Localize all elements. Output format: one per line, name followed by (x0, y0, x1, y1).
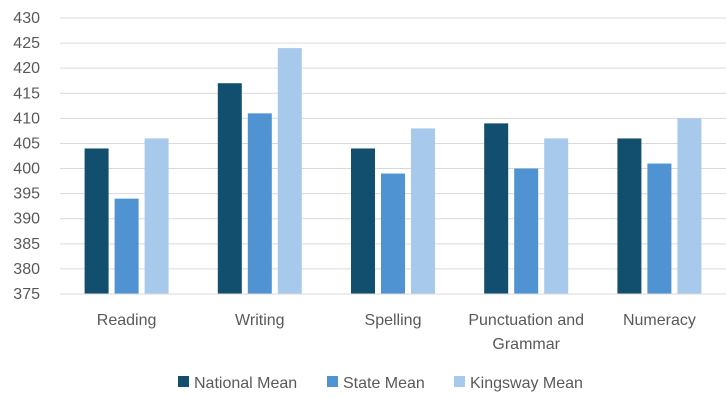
y-tick-label: 420 (13, 60, 40, 77)
bar-state-mean (114, 198, 139, 294)
bar-national-mean (84, 148, 109, 294)
y-tick-label: 405 (13, 135, 40, 152)
y-tick-label: 415 (13, 85, 40, 102)
legend-label: Kingsway Mean (470, 375, 583, 392)
x-axis-category-labels: Reading Writing Spelling Punctuation and Gra… (97, 312, 696, 353)
bar-state-mean (514, 168, 539, 294)
bar-national-mean (351, 148, 375, 294)
y-tick-label: 390 (13, 211, 40, 228)
bar-kingsway-mean (544, 138, 569, 294)
bar-national-mean (617, 138, 642, 294)
gridlines (60, 17, 726, 270)
y-tick-label: 430 (13, 10, 40, 27)
y-tick-label: 375 (13, 286, 40, 303)
legend-swatch (327, 376, 338, 387)
legend-swatch (454, 376, 465, 387)
x-category-label: Reading (97, 312, 157, 329)
y-tick-label: 395 (13, 186, 40, 203)
legend-label: State Mean (343, 375, 425, 392)
y-tick-label: 410 (13, 110, 40, 127)
legend-swatch (178, 376, 189, 387)
y-tick-label: 425 (13, 35, 40, 52)
x-category-label: Writing (235, 312, 285, 329)
bars (84, 48, 702, 295)
y-tick-label: 385 (13, 236, 40, 253)
bar-state-mean (381, 173, 405, 294)
bar-state-mean (247, 113, 272, 294)
y-tick-label: 380 (13, 261, 40, 278)
y-tick-label: 400 (13, 161, 40, 178)
bar-national-mean (217, 83, 242, 295)
y-axis-tick-labels: 375 380 385 390 395 400 405 410 415 420 425 430 (13, 10, 40, 303)
bar-kingsway-mean (144, 138, 169, 294)
x-category-label: Numeracy (623, 312, 696, 329)
x-category-label: Grammar (492, 336, 560, 353)
bar-kingsway-mean (677, 118, 702, 294)
bar-state-mean (647, 163, 672, 294)
legend-label: National Mean (194, 375, 297, 392)
bar-national-mean (484, 123, 509, 294)
legend: National Mean State Mean Kingsway Mean (178, 375, 583, 392)
bar-kingsway-mean (411, 128, 435, 294)
x-category-label: Punctuation and (468, 312, 584, 329)
bar-kingsway-mean (277, 48, 302, 294)
x-category-label: Spelling (365, 312, 422, 329)
